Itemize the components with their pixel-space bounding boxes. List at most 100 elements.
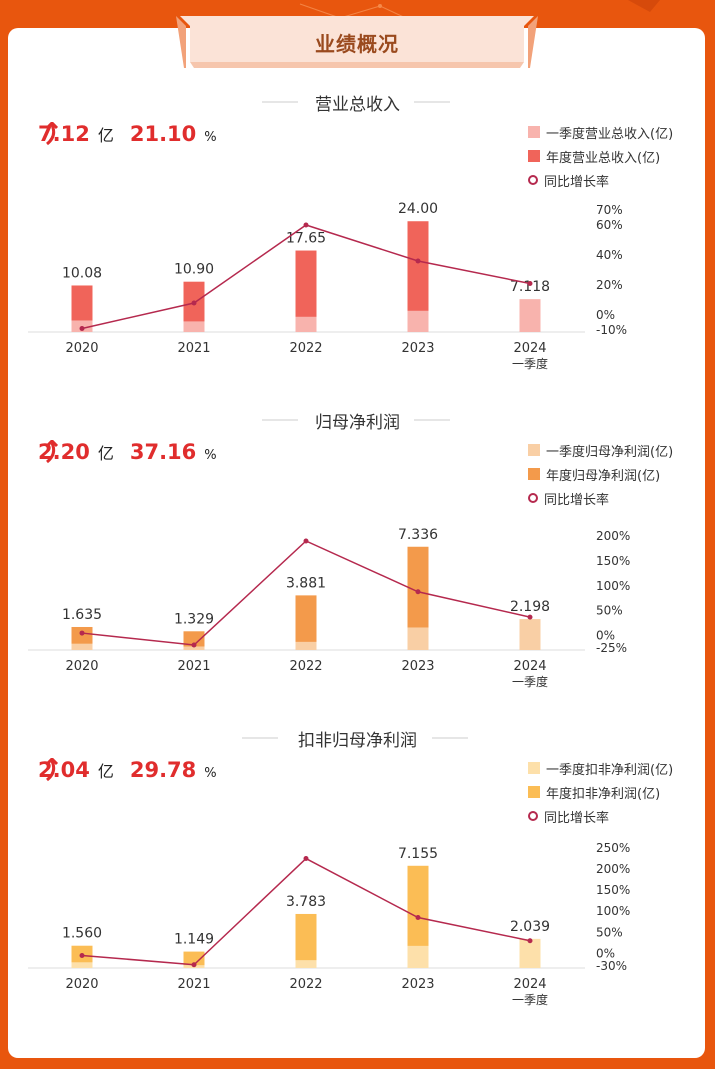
y2-tick-label: 250%	[596, 841, 630, 855]
data-label: 2.198	[510, 599, 550, 615]
data-label: 24.00	[398, 201, 438, 217]
y2-tick-label: -30%	[596, 959, 627, 973]
title-divider	[262, 419, 450, 421]
kpi-value: 2.04	[38, 758, 90, 782]
x-tick-sublabel: 一季度	[512, 356, 548, 371]
kpi-growth-unit: %	[204, 130, 217, 145]
bar-annual	[407, 221, 429, 332]
kpi-growth-unit: %	[204, 448, 217, 463]
bar-q1	[295, 641, 317, 650]
data-label: 7.336	[398, 527, 438, 543]
bar-annual	[295, 913, 317, 968]
growth-point	[527, 281, 533, 286]
growth-point	[303, 222, 309, 228]
data-label: 1.635	[62, 607, 102, 623]
y2-tick-label: 0%	[596, 308, 615, 322]
kpi-growth: 29.78	[129, 758, 197, 782]
growth-point	[191, 642, 197, 648]
kpi-value: 7.12	[38, 122, 90, 146]
bar-q1	[407, 945, 429, 968]
y2-tick-label: 200%	[596, 862, 630, 876]
deducted-profit-section: 扣非归母净利润 2.04 亿 29.78% 一季度扣非净利润(亿) 年度扣非净利润(…	[0, 716, 715, 1036]
y2-tick-label: 0%	[596, 946, 615, 960]
bar-q1	[183, 321, 205, 332]
kpi-value: 2.20	[38, 440, 90, 464]
y2-tick-label: 150%	[596, 554, 630, 568]
legend-item-growth: 同比增长率	[528, 486, 673, 510]
y2-tick-label: 50%	[596, 604, 623, 618]
deducted-profit-chart: 1.560 2020 1.149 2021 3.783 2022 7.155 2023 2.03…	[28, 841, 630, 1007]
x-tick-label: 2021	[177, 341, 210, 356]
y2-tick-label: 40%	[596, 248, 623, 262]
y2-tick-label: -10%	[596, 323, 627, 337]
kpi-summary: 7.12 亿 21.10%	[38, 122, 217, 150]
legend-swatch	[528, 126, 540, 138]
x-tick-label: 2021	[177, 659, 210, 674]
y2-tick-label: 0%	[596, 629, 615, 643]
x-tick-label: 2020	[65, 977, 98, 992]
title-divider	[262, 101, 450, 103]
bar-q1	[407, 310, 429, 332]
bar-q1	[519, 619, 541, 650]
legend-circle	[528, 493, 538, 503]
data-label: 7.118	[510, 279, 550, 295]
up-arrow-icon	[45, 122, 59, 146]
kpi-unit: 亿	[97, 762, 114, 781]
section-title: 扣非归母净利润	[0, 726, 715, 751]
y2-tick-label: 60%	[596, 218, 623, 232]
growth-point	[191, 962, 197, 968]
legend-swatch	[528, 762, 540, 774]
x-tick-label: 2022	[289, 977, 322, 992]
y2-tick-label: 200%	[596, 529, 630, 543]
bar-q1	[71, 643, 93, 650]
kpi-growth: 21.10	[129, 122, 197, 146]
growth-point	[79, 630, 85, 636]
chart-legend: 一季度扣非净利润(亿) 年度扣非净利润(亿) 同比增长率	[528, 756, 673, 828]
legend-circle	[528, 175, 538, 185]
bar-annual	[295, 250, 317, 332]
data-label: 10.90	[174, 262, 214, 278]
growth-point	[191, 300, 197, 306]
growth-point	[415, 258, 421, 264]
growth-point	[303, 538, 309, 544]
x-tick-sublabel: 一季度	[512, 992, 548, 1007]
legend-item-annual: 年度营业总收入(亿)	[528, 144, 673, 168]
x-tick-sublabel: 一季度	[512, 674, 548, 689]
y2-tick-label: 150%	[596, 883, 630, 897]
chart-legend: 一季度营业总收入(亿) 年度营业总收入(亿) 同比增长率	[528, 120, 673, 192]
legend-item-annual: 年度扣非净利润(亿)	[528, 780, 673, 804]
legend-item-annual: 年度归母净利润(亿)	[528, 462, 673, 486]
x-tick-label: 2023	[401, 341, 434, 356]
bar-q1	[519, 938, 541, 968]
growth-point	[527, 614, 533, 620]
bar-q1	[295, 316, 317, 332]
legend-item-growth: 同比增长率	[528, 168, 673, 192]
overview-card	[8, 28, 705, 1058]
legend-circle	[528, 811, 538, 821]
bar-annual	[407, 546, 429, 650]
kpi-unit: 亿	[97, 126, 114, 145]
legend-swatch	[528, 444, 540, 456]
data-label: 2.039	[510, 919, 550, 935]
bar-q1	[407, 627, 429, 650]
x-tick-label: 2020	[65, 341, 98, 356]
bar-annual	[183, 631, 205, 650]
data-label: 10.08	[62, 265, 102, 281]
x-tick-label: 2024	[513, 341, 546, 356]
title-ribbon	[176, 16, 538, 68]
kpi-unit: 亿	[97, 444, 114, 463]
legend-swatch	[528, 468, 540, 480]
kpi-summary: 2.04 亿 29.78%	[38, 758, 217, 786]
y2-tick-label: 100%	[596, 904, 630, 918]
kpi-summary: 2.20 亿 37.16%	[38, 440, 217, 468]
x-tick-label: 2021	[177, 977, 210, 992]
legend-swatch	[528, 150, 540, 162]
y2-tick-label: 100%	[596, 579, 630, 593]
bar-annual	[183, 281, 205, 332]
kpi-growth-unit: %	[204, 766, 217, 781]
up-arrow-icon	[45, 440, 59, 464]
bar-annual	[71, 285, 93, 332]
x-tick-label: 2023	[401, 977, 434, 992]
data-label: 7.155	[398, 846, 438, 862]
